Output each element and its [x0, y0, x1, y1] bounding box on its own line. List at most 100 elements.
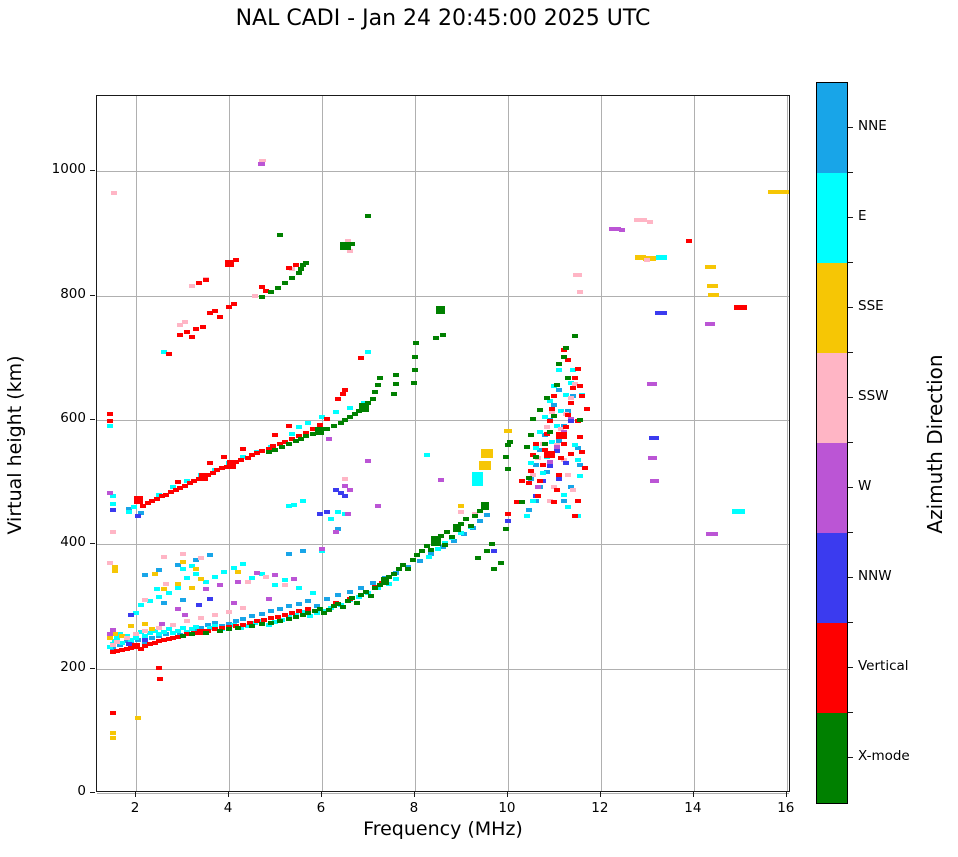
- colorbar-tick: [848, 307, 853, 308]
- data-point-E: [133, 610, 140, 615]
- data-point-NNE: [576, 462, 583, 467]
- data-point-W: [546, 460, 553, 465]
- data-point-Vertical: [532, 441, 539, 446]
- data-point-Vertical: [174, 480, 181, 485]
- data-point-Vertical: [535, 493, 542, 498]
- data-point-X-mode: [272, 447, 279, 452]
- data-point-NNE: [249, 614, 256, 619]
- data-point-E: [249, 576, 256, 581]
- data-point-W: [265, 597, 272, 601]
- data-point-NNE: [439, 545, 446, 550]
- data-point-E: [423, 453, 430, 458]
- data-point-SSW: [558, 427, 565, 432]
- data-point-SSW: [177, 322, 184, 327]
- data-point-SSW: [530, 472, 537, 477]
- data-point-X-mode: [258, 621, 265, 626]
- data-point-E: [530, 498, 537, 503]
- data-point-Vertical: [544, 450, 556, 458]
- data-point-NNE: [156, 568, 163, 573]
- data-point-X-mode: [295, 271, 302, 276]
- data-point-E: [332, 410, 339, 415]
- data-point-NNW: [332, 488, 339, 493]
- data-point-E: [286, 503, 293, 508]
- data-point-NNE: [537, 447, 544, 452]
- x-tick-label: 4: [223, 800, 233, 816]
- data-point-SSW: [156, 625, 163, 630]
- data-point-E: [130, 504, 137, 509]
- data-point-X-mode: [504, 467, 511, 472]
- data-point-X-mode: [393, 372, 400, 377]
- data-point-X-mode: [349, 596, 356, 601]
- data-point-Vertical: [195, 281, 202, 286]
- data-point-X-mode: [286, 442, 293, 447]
- data-point-Vertical: [177, 333, 184, 338]
- data-point-Vertical: [572, 375, 579, 380]
- data-point-E: [425, 554, 432, 559]
- data-point-E: [146, 631, 153, 636]
- data-point-E: [523, 514, 530, 519]
- data-point-X-mode: [414, 553, 421, 558]
- data-point-E: [300, 610, 307, 615]
- data-point-W: [567, 416, 574, 421]
- data-point-E: [174, 585, 181, 590]
- data-point-X-mode: [312, 608, 318, 613]
- data-point-W: [109, 628, 116, 633]
- data-point-NNW: [128, 613, 135, 618]
- data-point-X-mode: [452, 524, 461, 533]
- data-point-NNE: [335, 526, 342, 531]
- data-point-NNE: [305, 599, 312, 604]
- data-point-SSE: [198, 577, 205, 582]
- data-point-SSW: [170, 622, 177, 627]
- data-point-NNE: [179, 598, 186, 603]
- data-point-SSW: [239, 606, 246, 611]
- data-point-NNW: [126, 641, 133, 646]
- data-point-SSE: [193, 567, 200, 572]
- data-point-Vertical: [156, 639, 163, 644]
- data-point-Vertical: [305, 606, 312, 611]
- data-point-Vertical: [525, 481, 532, 486]
- data-point-SSW: [212, 613, 219, 618]
- data-point-SSW: [198, 616, 205, 621]
- data-point-E: [335, 509, 342, 514]
- data-point-Vertical: [140, 503, 147, 508]
- data-point-X-mode: [504, 442, 511, 447]
- data-point-W: [291, 577, 298, 582]
- data-point-W: [365, 458, 372, 463]
- data-point-SSE: [634, 254, 646, 260]
- colorbar-boundary-tick: [848, 352, 853, 353]
- data-point-X-mode: [537, 407, 544, 412]
- data-point-NNE: [239, 616, 246, 621]
- gridline-x: [693, 96, 695, 791]
- y-tick-label: 0: [77, 783, 86, 799]
- x-tick: [320, 792, 322, 797]
- data-point-X-mode: [179, 634, 186, 639]
- data-point-X-mode: [560, 355, 567, 360]
- data-point-SSE: [480, 449, 493, 459]
- data-point-X-mode: [288, 276, 295, 281]
- colorbar-tick-label: SSE: [858, 298, 884, 314]
- data-point-NNE: [116, 643, 123, 648]
- data-point-X-mode: [436, 305, 445, 314]
- data-point-SSW: [551, 485, 558, 490]
- data-point-E: [188, 627, 195, 632]
- data-point-NNE: [193, 558, 200, 563]
- data-point-Vertical: [226, 304, 232, 309]
- data-point-NNE: [137, 511, 144, 516]
- data-point-NNE: [149, 636, 156, 641]
- data-point-NNW: [337, 491, 344, 496]
- data-point-W: [253, 570, 260, 575]
- data-point-Vertical: [205, 472, 212, 477]
- plot-area: [96, 95, 790, 794]
- data-point-X-mode: [472, 513, 479, 518]
- data-point-X-mode: [370, 396, 377, 401]
- colorbar-tick: [848, 667, 853, 668]
- data-point-SSW: [160, 554, 167, 559]
- data-point-SSW: [184, 619, 191, 624]
- data-point-W: [374, 503, 381, 508]
- data-point-E: [174, 628, 181, 633]
- colorbar-boundary-tick: [848, 712, 853, 713]
- data-point-X-mode: [412, 341, 419, 346]
- data-point-Vertical: [209, 470, 216, 475]
- data-point-Vertical: [558, 456, 565, 461]
- data-point-E: [328, 517, 335, 522]
